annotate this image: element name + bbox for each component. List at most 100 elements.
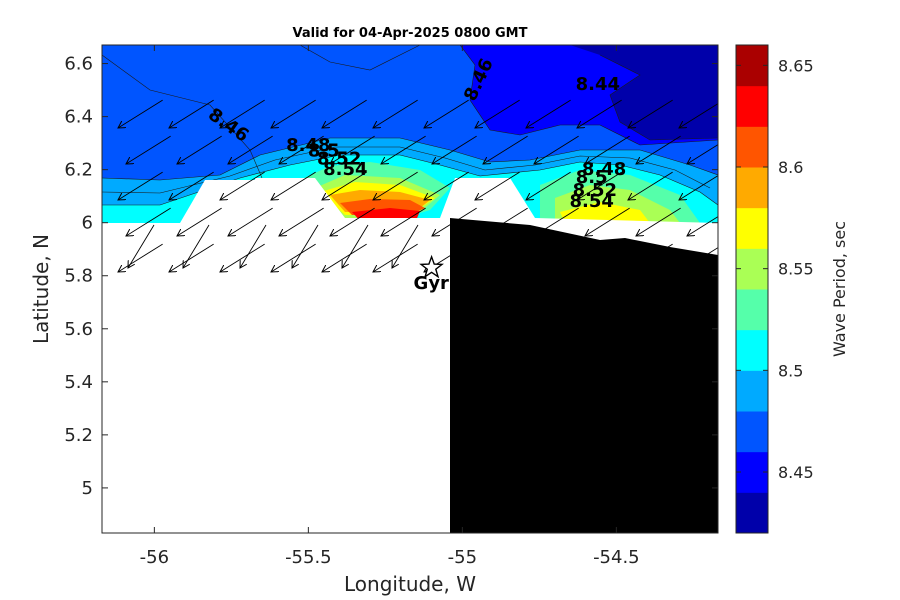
wave-vector-arrow — [628, 99, 673, 128]
y-tick-label: 6.4 — [64, 107, 93, 128]
wave-vector-arrow — [322, 243, 367, 272]
wave-vector-arrow — [679, 175, 718, 200]
y-tick-label: 6 — [82, 213, 93, 234]
plot-frame — [101, 44, 719, 534]
wave-vector-arrow — [475, 243, 520, 272]
contour-band-8.56-east — [560, 202, 650, 223]
y-tick-label: 5.2 — [64, 425, 93, 446]
wave-vector-arrow — [279, 207, 324, 236]
wave-vector-arrow — [183, 224, 210, 268]
wave-vector-arrow — [169, 99, 214, 128]
contour-label: 8.54 — [323, 159, 367, 180]
y-tick-label: 5.6 — [64, 319, 93, 340]
chart-title: Valid for 04-Apr-2025 0800 GMT — [293, 26, 528, 41]
wave-vector-arrow — [636, 135, 681, 164]
y-tick-label: 6.6 — [64, 54, 93, 75]
wave-vector-arrow — [483, 135, 528, 164]
colorbar-segment — [736, 207, 768, 249]
contour-band-8.46-north — [300, 45, 420, 70]
wave-vector-arrow — [392, 224, 419, 268]
wave-vector-arrow — [534, 207, 579, 236]
y-tick-label: 5 — [82, 478, 93, 499]
wave-vector-arrow — [424, 171, 469, 200]
station-star-icon — [419, 254, 444, 279]
wave-vector-arrow — [475, 171, 520, 200]
contour-label: 8.5 — [308, 140, 340, 161]
wave-vector-arrow — [126, 207, 171, 236]
station-marker: Gyr — [414, 254, 450, 294]
contour-line — [102, 137, 718, 181]
wave-direction-vectors — [118, 99, 718, 272]
wave-vector-arrow — [679, 247, 718, 272]
contour-line — [102, 54, 263, 179]
colorbar-frame — [735, 44, 769, 534]
x-tick-label: -56 — [140, 547, 169, 568]
wave-vector-arrow — [322, 99, 367, 128]
wave-vector-arrow — [118, 171, 163, 200]
wave-vector-arrow — [432, 135, 477, 164]
wave-vector-arrow — [687, 216, 718, 236]
contour-label: 8.52 — [573, 180, 617, 201]
wave-vector-arrow — [475, 99, 520, 128]
wave-vector-arrow — [577, 99, 622, 128]
colorbar-segment — [736, 85, 768, 127]
x-tick-label: -54.5 — [593, 547, 640, 568]
contour-line — [599, 54, 718, 141]
land-mass — [450, 218, 718, 533]
colorbar-segment — [736, 329, 768, 371]
contour-label: 8.54 — [570, 191, 614, 212]
wave-vector-arrow — [240, 224, 267, 268]
wave-vector-arrow — [585, 207, 630, 236]
colorbar-segment — [736, 248, 768, 290]
contour-label: 8.48 — [286, 135, 330, 156]
y-tick-label: 5.4 — [64, 372, 93, 393]
wave-vector-arrow — [118, 99, 163, 128]
colorbar-segment — [736, 411, 768, 453]
colorbar-segment — [736, 451, 768, 493]
wave-vector-arrow — [271, 99, 316, 128]
x-tick-label: -55 — [448, 547, 477, 568]
x-tick-label: -55.5 — [285, 547, 332, 568]
colorbar-segment — [736, 45, 768, 87]
contour-label: 8.52 — [317, 148, 361, 169]
contour-label: 8.5 — [576, 167, 608, 188]
x-axis-label: Longitude, W — [344, 572, 476, 596]
wave-vector-arrow — [526, 99, 571, 128]
colorbar-segment — [736, 370, 768, 412]
wave-vector-arrow — [483, 207, 528, 236]
wave-vector-arrow — [687, 144, 718, 164]
wave-vector-arrow — [577, 171, 622, 200]
wave-vector-arrow — [424, 99, 469, 128]
contour-label: 8.44 — [576, 74, 620, 95]
y-axis-label: Latitude, N — [29, 234, 53, 344]
wave-vector-arrow — [534, 135, 579, 164]
colorbar-tick-label: 8.45 — [778, 463, 814, 482]
wave-vector-arrow — [526, 243, 571, 272]
wave-vector-arrow — [118, 243, 163, 272]
wave-vector-arrow — [228, 135, 273, 164]
wave-vector-arrow — [381, 207, 426, 236]
contour-line — [299, 45, 421, 71]
y-tick-label: 5.8 — [64, 266, 93, 287]
plot-area: 8.468.46 8.448.488.58.528.54 8.488.58.528.… — [102, 45, 718, 533]
colorbar-segment — [736, 167, 768, 209]
colorbar-tick-label: 8.65 — [778, 56, 814, 75]
colorbar-label: Wave Period, sec — [830, 221, 849, 357]
contour-line — [102, 154, 718, 206]
wave-vector-arrow — [577, 243, 622, 272]
wave-vector-arrow — [330, 135, 375, 164]
contour-lines — [102, 45, 718, 206]
station-label: Gyr — [414, 273, 450, 294]
wave-vector-arrow — [279, 135, 324, 164]
wave-vector-arrow — [628, 171, 673, 200]
wave-vector-arrow — [271, 171, 316, 200]
colorbar-tick-label: 8.5 — [778, 361, 803, 380]
wave-vector-arrow — [342, 224, 369, 268]
y-tick-label: 6.2 — [64, 160, 93, 181]
contour-fill — [102, 45, 718, 223]
wave-vector-arrow — [292, 224, 319, 268]
contour-line — [102, 146, 711, 194]
colorbar-segment — [736, 289, 768, 331]
wave-vector-arrow — [373, 99, 418, 128]
